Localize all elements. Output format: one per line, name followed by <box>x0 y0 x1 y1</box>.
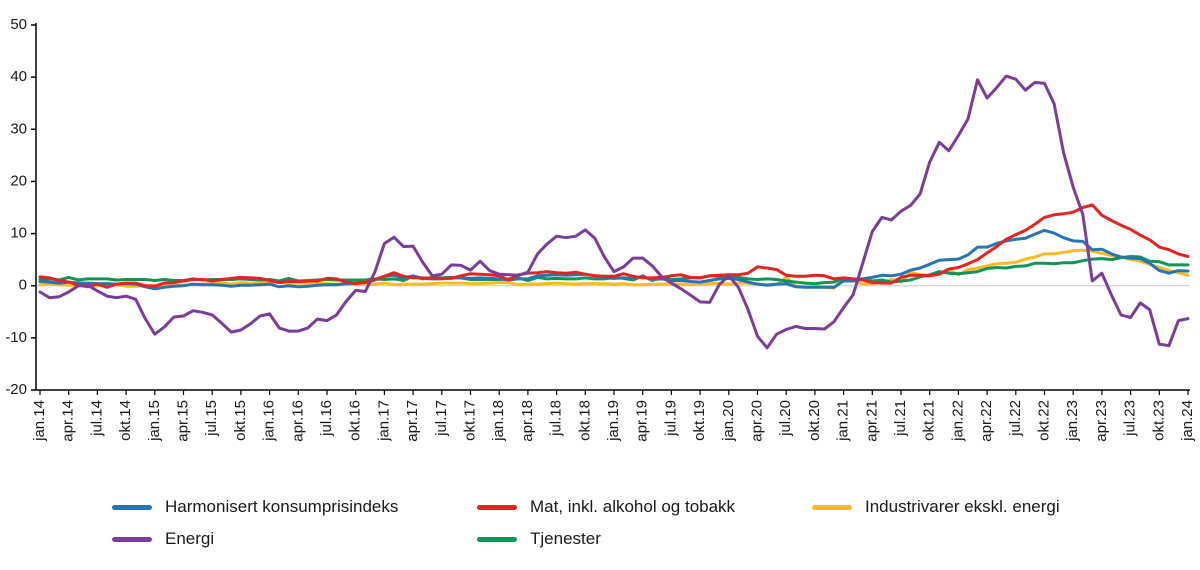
y-axis-label: 40 <box>10 68 27 85</box>
x-axis-label: jan.20 <box>720 400 737 442</box>
x-axis-label: jan.23 <box>1064 400 1081 442</box>
legend-item-industrivarer-ekskl-energi: Industrivarer ekskl. energi <box>812 497 1200 517</box>
x-axis-label: okt.21 <box>921 400 938 441</box>
x-axis-label: apr.16 <box>289 400 306 442</box>
x-axis-label: apr.23 <box>1093 400 1110 442</box>
y-axis-label: -20 <box>5 381 27 398</box>
legend-label: Mat, inkl. alkohol og tobakk <box>530 497 736 516</box>
x-axis-label: apr.19 <box>634 400 651 442</box>
y-axis-label: 30 <box>10 120 27 137</box>
x-axis-label: okt.17 <box>461 400 478 441</box>
legend-label: Industrivarer ekskl. energi <box>865 497 1060 516</box>
x-axis-label: jul.19 <box>662 400 679 437</box>
x-axis-label: okt.15 <box>232 400 249 441</box>
legend-swatch-energi <box>112 536 152 542</box>
x-axis-label: okt.18 <box>576 400 593 441</box>
x-axis-label: jan.24 <box>1179 400 1196 442</box>
series-line-industrivarer-ekskl-energi <box>38 248 1190 290</box>
y-axis-label: 20 <box>10 172 27 189</box>
x-axis-label: jul.16 <box>318 400 335 437</box>
x-axis-label: apr.14 <box>60 400 77 442</box>
x-axis-label: jan.17 <box>375 400 392 442</box>
x-axis-label: okt.19 <box>691 400 708 441</box>
x-axis-label: jan.16 <box>261 400 278 442</box>
legend-swatch-mat-inkl-alkohol-og-tobakk <box>477 504 517 510</box>
legend-item-tjenester: Tjenester <box>477 529 812 549</box>
x-axis-label: jan.18 <box>490 400 507 442</box>
x-axis-label: jan.14 <box>31 400 48 442</box>
x-axis-label: jan.21 <box>835 400 852 442</box>
x-axis-label: jan.19 <box>605 400 622 442</box>
x-axis-label: jul.15 <box>203 400 220 437</box>
legend-label: Energi <box>165 529 215 548</box>
series-line-harmonisert-konsumprisindeks <box>38 228 1190 291</box>
y-axis-label: 10 <box>10 225 27 242</box>
x-axis-label: jul.17 <box>433 400 450 437</box>
legend-item-mat-inkl-alkohol-og-tobakk: Mat, inkl. alkohol og tobakk <box>477 497 812 517</box>
x-axis-label: apr.22 <box>978 400 995 442</box>
chart-legend: Harmonisert konsumprisindeks Mat, inkl. a… <box>0 497 1200 549</box>
x-axis-label: okt.14 <box>117 400 134 441</box>
x-axis-label: okt.16 <box>347 400 364 441</box>
x-axis-label: okt.20 <box>806 400 823 441</box>
x-axis-label: jul.18 <box>548 400 565 437</box>
x-axis-label: jul.20 <box>777 400 794 437</box>
x-axis-label: apr.20 <box>748 400 765 442</box>
y-axis-label: 0 <box>19 277 27 294</box>
x-axis-label: apr.15 <box>174 400 191 442</box>
series-line-energi <box>38 74 1190 350</box>
series-line-mat-inkl-alkohol-og-tobakk <box>38 203 1190 289</box>
x-axis-label: okt.23 <box>1150 400 1167 441</box>
legend-item-energi: Energi <box>112 529 477 549</box>
x-axis-label: jul.22 <box>1007 400 1024 437</box>
x-axis-label: okt.22 <box>1035 400 1052 441</box>
legend-swatch-harmonisert-konsumprisindeks <box>112 504 152 510</box>
x-axis-label: apr.21 <box>863 400 880 442</box>
legend-label: Tjenester <box>530 529 601 548</box>
legend-item-harmonisert-konsumprisindeks: Harmonisert konsumprisindeks <box>112 497 477 517</box>
legend-swatch-tjenester <box>477 536 517 542</box>
x-axis-label: jul.14 <box>88 400 105 437</box>
legend-label: Harmonisert konsumprisindeks <box>165 497 399 516</box>
x-axis-label: jan.15 <box>146 400 163 442</box>
x-axis-label: jan.22 <box>949 400 966 442</box>
x-axis-label: apr.17 <box>404 400 421 442</box>
x-axis-label: jul.21 <box>892 400 909 437</box>
x-axis-label: apr.18 <box>519 400 536 442</box>
y-axis-label: -10 <box>5 329 27 346</box>
legend-swatch-industrivarer-ekskl-energi <box>812 504 852 510</box>
y-axis-label: 50 <box>10 16 27 33</box>
x-axis-label: jul.23 <box>1122 400 1139 437</box>
